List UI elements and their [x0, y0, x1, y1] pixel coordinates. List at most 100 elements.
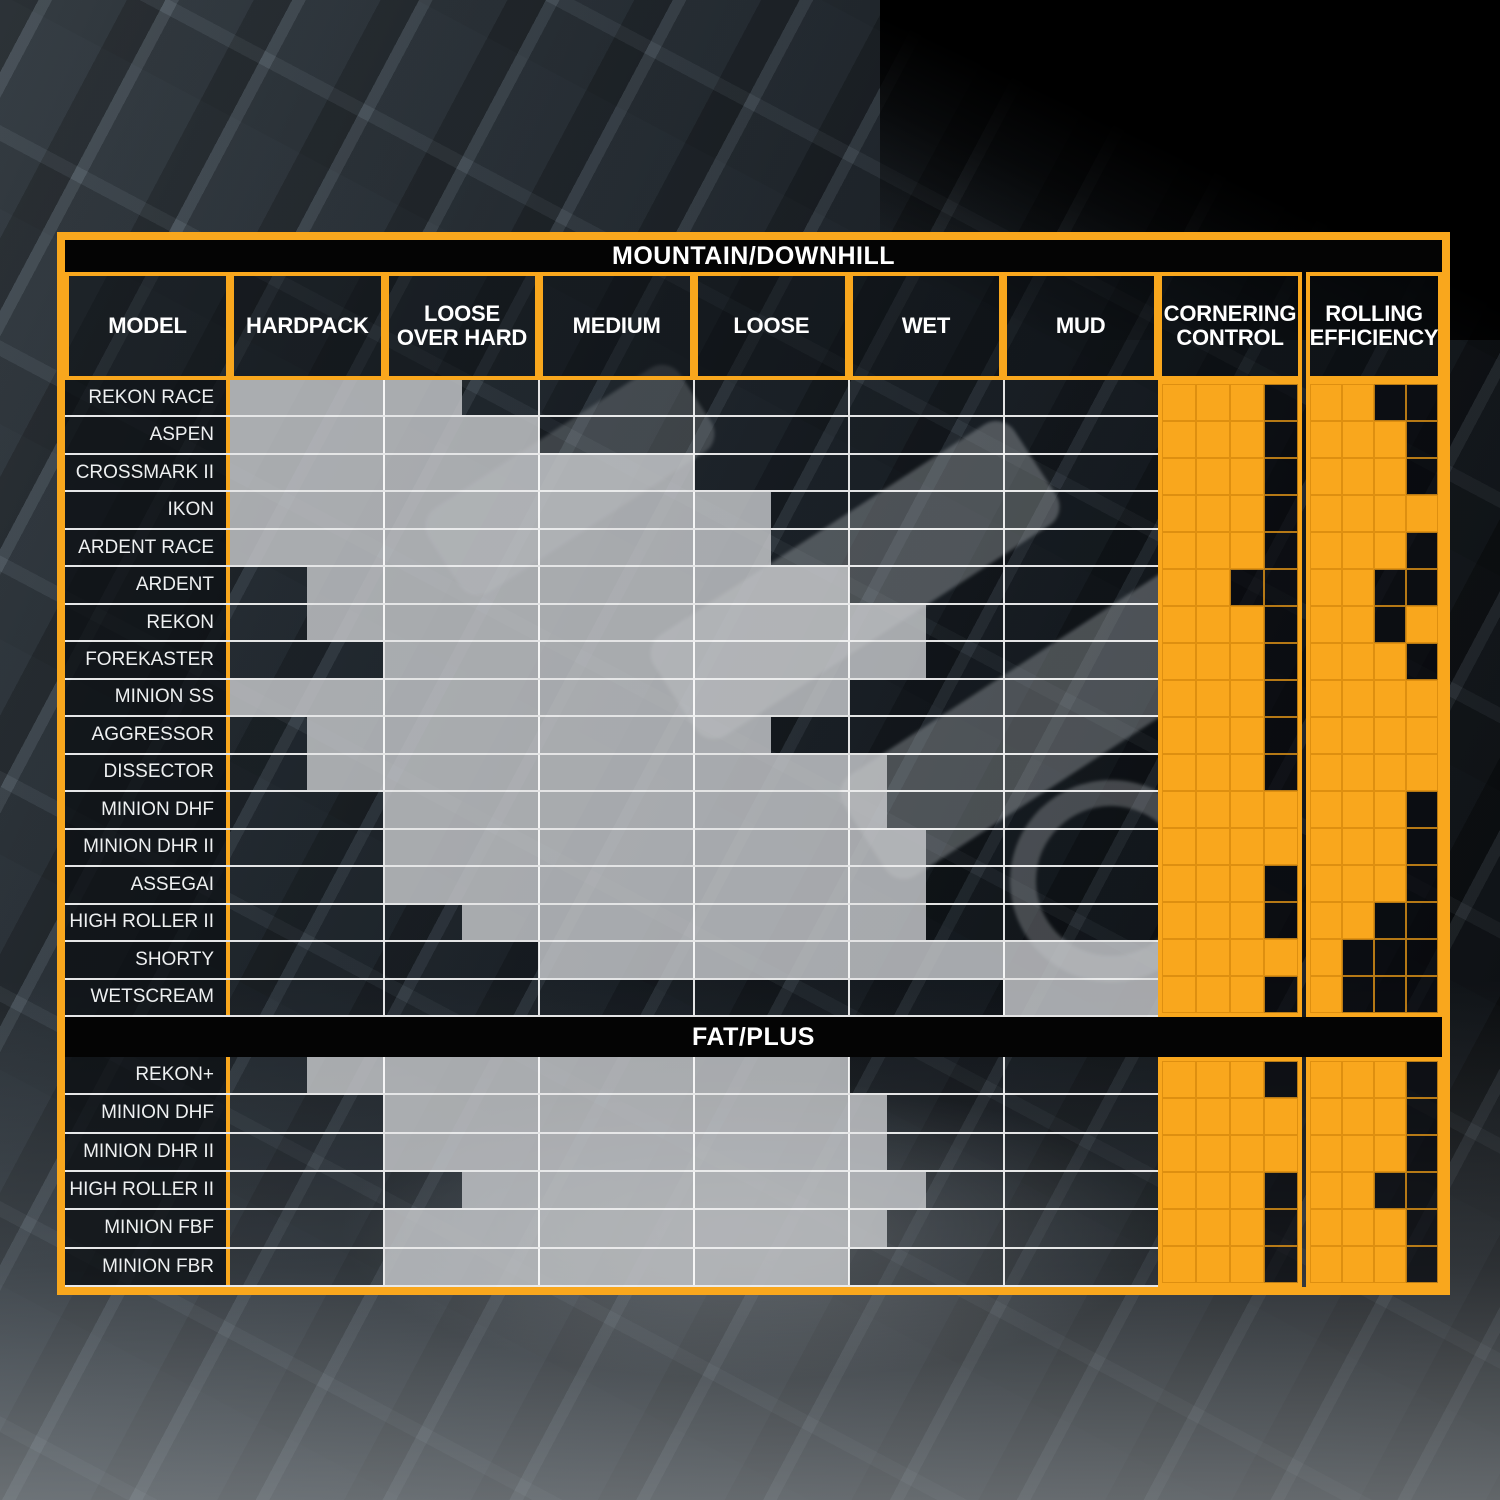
terrain-track — [230, 679, 1158, 716]
terrain-cell — [1005, 1057, 1158, 1094]
terrain-cell — [385, 529, 540, 566]
terrain-cell — [385, 417, 540, 453]
rating-cell-filled — [1196, 1246, 1230, 1283]
rating-cell-filled — [1162, 1172, 1196, 1209]
table-row: DISSECTOR — [65, 754, 1158, 793]
terrain-cell — [850, 1171, 1005, 1209]
rating-cell-filled — [1162, 384, 1196, 421]
rating-cell-filled — [1196, 421, 1230, 458]
rating-cell-filled — [1162, 1246, 1196, 1283]
rating-cell-filled — [1162, 495, 1196, 532]
rating-cell-empty — [1230, 569, 1264, 606]
terrain-track — [230, 529, 1158, 566]
rating-cell-filled — [1310, 902, 1342, 939]
rating-cell-filled — [1374, 1135, 1406, 1172]
rating-cell-empty — [1264, 976, 1298, 1013]
rating-cell-filled — [1230, 754, 1264, 791]
terrain-track — [230, 454, 1158, 491]
rating-cell-empty — [1264, 1246, 1298, 1283]
terrain-cell — [230, 867, 385, 903]
terrain-cell — [540, 454, 695, 491]
rating-cell-filled — [1162, 828, 1196, 865]
terrain-cell — [385, 867, 540, 903]
terrain-range-bar — [230, 492, 772, 528]
rating-cell-filled — [1196, 1061, 1230, 1098]
terrain-cell — [695, 904, 850, 941]
model-label: MINION SS — [65, 679, 230, 716]
table-row: MINION FBF — [65, 1210, 1158, 1249]
rating-cell-filled — [1162, 606, 1196, 643]
terrain-cell — [850, 904, 1005, 941]
terrain-track — [230, 604, 1158, 641]
rating-cell-filled — [1342, 458, 1374, 495]
rating-cell-filled — [1342, 717, 1374, 754]
terrain-cell — [1005, 1095, 1158, 1132]
rating-cell-filled — [1230, 458, 1264, 495]
terrain-track — [230, 1248, 1158, 1285]
rating-cell-filled — [1230, 643, 1264, 680]
terrain-cell — [695, 1248, 850, 1285]
rating-cell-filled — [1342, 495, 1374, 532]
terrain-cell — [695, 679, 850, 716]
rating-cell-filled — [1342, 791, 1374, 828]
rating-cell-empty — [1374, 902, 1406, 939]
rating-cell-filled — [1196, 532, 1230, 569]
terrain-track — [230, 380, 1158, 416]
terrain-cell — [540, 829, 695, 866]
terrain-cell — [540, 417, 695, 453]
rating-cell-filled — [1342, 754, 1374, 791]
table-row: REKON+ — [65, 1057, 1158, 1096]
rating-cell-filled — [1310, 1061, 1342, 1098]
rating-cell-filled — [1230, 902, 1264, 939]
terrain-cell — [850, 642, 1005, 678]
rating-cell-filled — [1162, 1061, 1196, 1098]
terrain-cell — [1005, 754, 1158, 791]
rating-cell-empty — [1264, 421, 1298, 458]
terrain-cell — [1005, 904, 1158, 941]
model-label: IKON — [65, 492, 230, 528]
rating-cell-filled — [1310, 421, 1342, 458]
terrain-cell — [1005, 942, 1158, 978]
rating-cell-empty — [1264, 754, 1298, 791]
terrain-cell — [230, 1210, 385, 1247]
terrain-cell — [230, 717, 385, 753]
table-row: ASSEGAI — [65, 867, 1158, 905]
rating-cell-filled — [1342, 643, 1374, 680]
rating-cell-empty — [1406, 1135, 1438, 1172]
rating-cell-empty — [1406, 1061, 1438, 1098]
terrain-gridlines — [230, 979, 1158, 1015]
rating-cell-empty — [1374, 384, 1406, 421]
rating-cell-filled — [1310, 680, 1342, 717]
terrain-cell — [850, 492, 1005, 528]
terrain-cell — [850, 754, 1005, 791]
rating-cell-empty — [1264, 495, 1298, 532]
terrain-cell — [850, 679, 1005, 716]
tire-comparison-table: MOUNTAIN/DOWNHILL MODEL HARDPACK LOOSE OVE… — [57, 232, 1450, 1295]
model-label: ASPEN — [65, 417, 230, 453]
terrain-track — [230, 979, 1158, 1015]
rating-cell-filled — [1310, 1098, 1342, 1135]
terrain-cell — [695, 380, 850, 416]
terrain-cell — [540, 1210, 695, 1247]
table-row: MINION DHF — [65, 1095, 1158, 1134]
rating-cell-filled — [1196, 606, 1230, 643]
terrain-cell — [1005, 380, 1158, 416]
terrain-cell — [1005, 417, 1158, 453]
terrain-cell — [695, 417, 850, 453]
terrain-cell — [230, 529, 385, 566]
terrain-cell — [385, 829, 540, 866]
mountain-downhill-rows: REKON RACE ASPEN CROSSMARK II IKON ARDENT RA… — [65, 380, 1158, 1017]
terrain-cell — [540, 792, 695, 828]
model-label: MINION FBR — [65, 1248, 230, 1285]
rating-cell-filled — [1310, 754, 1342, 791]
terrain-cell — [230, 417, 385, 453]
model-label: SHORTY — [65, 942, 230, 978]
terrain-cell — [230, 904, 385, 941]
terrain-cell — [385, 904, 540, 941]
rating-cell-filled — [1310, 865, 1342, 902]
rating-cell-empty — [1406, 828, 1438, 865]
model-label: FOREKASTER — [65, 642, 230, 678]
rating-cell-empty — [1264, 680, 1298, 717]
terrain-cell — [850, 717, 1005, 753]
column-header: CORNERING CONTROL — [1158, 272, 1302, 380]
